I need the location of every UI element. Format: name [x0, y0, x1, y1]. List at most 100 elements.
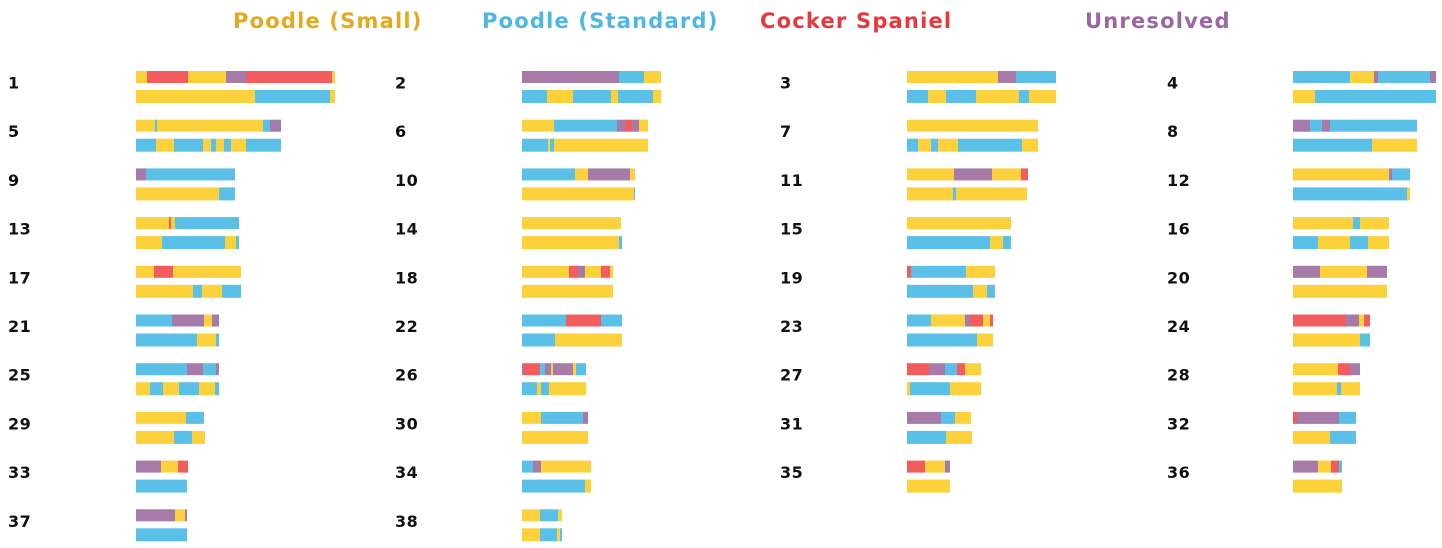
segment: [246, 71, 332, 83]
segment: [136, 411, 186, 424]
chromosome-label: 4: [1167, 74, 1179, 93]
segment: [548, 138, 550, 152]
segment: [522, 284, 613, 298]
segment: [199, 382, 215, 396]
segment: [540, 363, 545, 376]
segment: [1374, 71, 1378, 83]
segment: [639, 119, 648, 132]
segment: [522, 382, 537, 396]
chromosome-label: 7: [780, 122, 792, 141]
segment: [1407, 187, 1410, 201]
segment: [136, 528, 187, 542]
segment: [585, 479, 591, 493]
segment: [216, 363, 219, 376]
segment: [1322, 119, 1330, 132]
segment: [907, 314, 931, 327]
chromosome-label: 35: [780, 463, 803, 482]
segment: [583, 411, 588, 424]
segment: [625, 119, 632, 132]
chromosome-label: 34: [395, 463, 418, 482]
segment: [954, 168, 992, 181]
segment: [1338, 363, 1350, 376]
chromosome-label: 20: [1167, 268, 1190, 287]
segment: [1337, 382, 1341, 396]
chromosome-label: 6: [395, 122, 407, 141]
legend-entry: Poodle (Standard): [482, 9, 719, 33]
segment: [910, 382, 950, 396]
segment: [966, 265, 995, 278]
segment: [632, 119, 639, 132]
segment: [172, 314, 204, 327]
segment: [573, 90, 611, 103]
segment: [161, 460, 178, 473]
segment: [222, 284, 241, 298]
segment: [1293, 168, 1389, 181]
segment: [990, 236, 1003, 250]
segment: [928, 90, 946, 103]
segment: [907, 333, 977, 347]
segment: [1021, 168, 1028, 181]
segment: [907, 71, 998, 83]
segment: [522, 509, 540, 522]
segment: [630, 168, 635, 181]
segment: [522, 411, 541, 424]
segment: [1293, 217, 1353, 230]
segment: [585, 265, 601, 278]
segment: [540, 528, 557, 542]
segment: [1293, 363, 1338, 376]
chromosome-label: 19: [780, 268, 803, 287]
segment: [578, 265, 585, 278]
segment: [611, 90, 618, 103]
segment: [522, 479, 585, 493]
segment: [332, 71, 335, 83]
segment: [1350, 236, 1368, 250]
segment: [925, 460, 945, 473]
segment: [136, 363, 187, 376]
segment: [136, 119, 155, 132]
segment: [554, 138, 648, 152]
chromosome-label: 9: [8, 171, 20, 190]
chromosome-label: 31: [780, 414, 803, 433]
segment: [188, 71, 226, 83]
segment: [945, 460, 950, 473]
segment: [955, 411, 971, 424]
segment: [1029, 90, 1056, 103]
chromosome-label: 8: [1167, 122, 1179, 141]
segment: [983, 314, 990, 327]
segment: [216, 333, 219, 347]
segment: [550, 138, 554, 152]
segment: [541, 382, 549, 396]
segment: [231, 138, 246, 152]
segment: [1350, 71, 1374, 83]
segment: [192, 430, 205, 444]
chromosome-label: 17: [8, 268, 31, 287]
segment: [1339, 460, 1342, 473]
segment: [1003, 236, 1011, 250]
segment: [522, 236, 619, 250]
segment: [225, 236, 236, 250]
segment: [601, 265, 610, 278]
segment: [573, 363, 576, 376]
segment: [193, 284, 202, 298]
segment: [1430, 71, 1436, 83]
segment: [1293, 236, 1318, 250]
segment: [1360, 217, 1389, 230]
segment: [147, 71, 188, 83]
chromosome-label: 32: [1167, 414, 1190, 433]
segment: [155, 119, 157, 132]
segment: [1310, 119, 1322, 132]
segment: [136, 187, 219, 201]
segment: [215, 382, 219, 396]
segment: [1392, 168, 1410, 181]
segment: [1350, 363, 1360, 376]
segment: [992, 168, 1021, 181]
segment: [270, 119, 281, 132]
segment: [136, 479, 187, 493]
segment: [522, 528, 540, 542]
segment: [965, 363, 981, 376]
chromosome-label: 5: [8, 122, 20, 141]
segment: [956, 187, 1027, 201]
segment: [907, 363, 929, 376]
segment: [653, 90, 661, 103]
